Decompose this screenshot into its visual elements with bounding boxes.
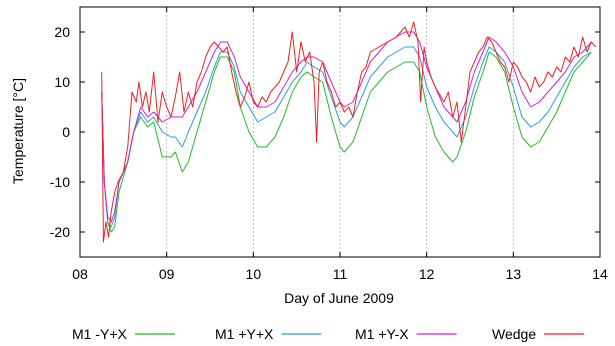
x-tick-label: 11: [333, 266, 348, 282]
y-axis-title: Temperature [°C]: [10, 78, 26, 184]
legend-label: M1 +Y+X: [215, 326, 274, 342]
y-tick-label: 0: [62, 124, 70, 140]
legend-label: M1 -Y+X: [72, 326, 128, 342]
y-tick-label: -10: [50, 174, 70, 190]
x-tick-labels: 08 09 10 11 12 13 14: [72, 266, 608, 282]
series-line-0: [101, 51, 592, 233]
x-axis-title: Day of June 2009: [284, 290, 394, 306]
vertical-gridlines: [166, 7, 514, 257]
y-tick-label: 10: [54, 74, 70, 90]
x-tick-label: 10: [246, 266, 262, 282]
y-tick-label: -20: [50, 224, 70, 240]
legend: M1 -Y+X M1 +Y+X M1 +Y-X Wedge: [72, 326, 585, 342]
legend-label: Wedge: [492, 326, 536, 342]
x-tick-label: 12: [419, 266, 435, 282]
x-tick-label: 08: [72, 266, 88, 282]
series-lines: [101, 21, 597, 243]
axis-ticks: [79, 7, 601, 257]
legend-label: M1 +Y-X: [355, 326, 409, 342]
x-tick-label: 13: [506, 266, 522, 282]
x-tick-label: 09: [159, 266, 175, 282]
x-tick-label: 14: [592, 266, 608, 282]
y-tick-label: 20: [54, 24, 70, 40]
series-line-2: [101, 31, 592, 223]
series-line-3: [101, 21, 597, 243]
y-tick-labels: -20 -10 0 10 20: [50, 24, 70, 240]
series-line-1: [101, 46, 592, 228]
